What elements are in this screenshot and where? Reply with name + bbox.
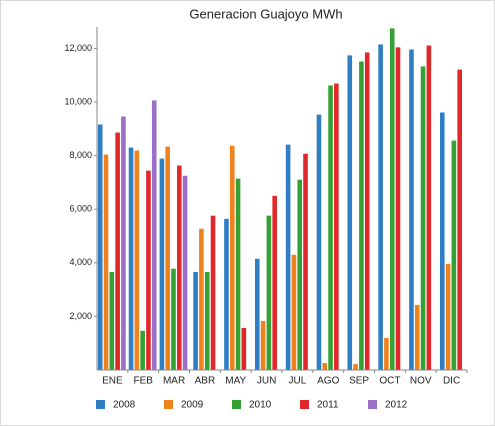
bar [359,61,364,371]
bar [241,327,247,370]
bar [182,175,188,370]
y-tick-label: 2,000 [69,311,92,321]
legend-swatch [232,400,241,409]
bar [140,330,145,370]
bar [451,140,457,370]
bar [115,132,120,370]
bar [395,47,401,370]
bar [334,83,339,370]
bar [303,153,308,370]
bar [297,179,303,370]
x-tick-label: DIC [443,376,460,387]
bar [103,154,109,370]
bar [347,55,353,370]
x-tick-label: FEB [134,376,154,387]
bar [384,337,389,370]
bar [204,271,210,370]
bar [322,363,328,370]
bar [121,116,126,371]
legend-swatch [164,400,173,409]
chart-title: Generacion Guajoyo MWh [189,6,342,21]
x-tick-label: OCT [379,376,400,387]
bar [224,218,229,370]
bar [364,52,370,370]
bar [97,124,103,371]
bar [109,271,115,370]
bar [176,165,182,370]
bar [291,254,297,370]
bar [328,85,333,371]
y-tick-label: 10,000 [64,96,92,106]
legend-label: 2012 [385,400,408,411]
bar [420,66,426,370]
bar [426,45,432,371]
y-tick-label: 6,000 [69,204,92,214]
bar [389,28,395,370]
bar [210,215,216,370]
x-tick-label: MAY [225,376,246,387]
legend-swatch [96,400,105,409]
legend-swatch [300,400,309,409]
bar [353,364,358,370]
bar [272,195,277,370]
bar [229,145,235,370]
bar [285,144,291,370]
bar [199,228,204,370]
x-tick-label: JUN [257,376,276,387]
bar [134,150,140,370]
x-tick-label: JUL [289,376,307,387]
x-tick-label: NOV [410,376,432,387]
bar [316,114,322,370]
bar [151,100,157,371]
legend-swatch [368,400,377,409]
bar [235,178,241,370]
x-tick-label: ENE [102,376,123,387]
bar [409,49,414,371]
bar [165,146,170,370]
legend-label: 2011 [317,400,339,411]
bar [171,268,176,370]
legend-label: 2010 [249,400,272,411]
bar [159,158,165,370]
y-tick-label: 4,000 [69,257,92,267]
y-tick-label: 12,000 [64,43,92,53]
bar [128,147,134,370]
x-tick-label: SEP [349,376,369,387]
bar [260,320,266,370]
bar [193,271,198,370]
bar [266,215,272,370]
bar [457,69,462,371]
x-tick-label: AGO [317,376,339,387]
bar [378,44,383,370]
x-tick-label: ABR [195,376,216,387]
legend-label: 2008 [113,400,136,411]
legend-label: 2009 [181,400,204,411]
bar [254,258,260,370]
bar [414,304,420,370]
x-tick-label: MAR [163,376,185,387]
bar [439,112,445,371]
y-tick-label: 8,000 [69,150,92,160]
bar [146,170,151,370]
bar [445,263,451,370]
